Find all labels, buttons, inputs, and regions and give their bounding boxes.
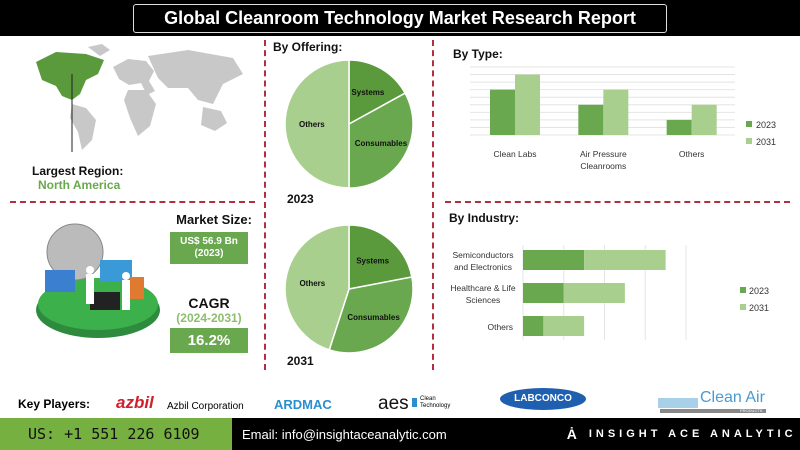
aes-diamond-icon [412, 398, 417, 407]
labconco-logo: LABCONCO [500, 388, 586, 410]
market-size-box: US$ 56.9 Bn (2023) [170, 232, 248, 264]
category-label: Air Pressure [580, 149, 627, 159]
bar-2023 [490, 89, 515, 135]
clean-air-products: PRODUCTS [740, 408, 763, 413]
bar-2031 [563, 283, 625, 303]
pie-label: Others [299, 120, 325, 129]
legend-label: 2031 [749, 303, 769, 313]
pie-slice-systems [348, 224, 413, 290]
pie-label: Consumables [355, 139, 408, 148]
type-bar-chart: Clean Labs Air Pressure Cleanrooms Others 20… [470, 66, 776, 171]
clean-air-wave-icon [658, 398, 698, 408]
divider [10, 201, 255, 203]
market-size-value: US$ 56.9 Bn [180, 236, 238, 247]
category-label: and Electronics [454, 262, 512, 272]
cagr-label: CAGR [188, 295, 230, 311]
phone-number: US: +1 551 226 6109 [0, 418, 232, 450]
largest-region-value: North America [38, 178, 121, 192]
email: Email: info@insightaceanalytic.com [242, 426, 447, 442]
largest-region-label: Largest Region: [32, 164, 124, 178]
industry-bar-chart: Semiconductors and Electronics Healthcare … [450, 245, 769, 340]
bar-2031 [691, 104, 717, 135]
legend-label: 2023 [749, 286, 769, 296]
bar-2031 [584, 250, 666, 270]
clean-air-bar [660, 409, 766, 413]
bar-2023 [578, 104, 604, 135]
market-size-year: (2023) [194, 248, 224, 259]
pie-caption-2023: 2023 [287, 192, 314, 206]
title-bar: Global Cleanroom Technology Market Resea… [0, 0, 800, 36]
cleanroom-illustration [36, 223, 160, 338]
pie-slice-others [285, 59, 350, 189]
pie-label: Consumables [347, 313, 400, 322]
bar-2031 [515, 74, 540, 135]
legend-swatch [740, 304, 746, 310]
category-label: Healthcare & Life [450, 283, 515, 293]
pie-label: Systems [351, 88, 384, 97]
category-label: Semiconductors [453, 250, 514, 260]
footer-bar: Email: info@insightaceanalytic.com Ȧ INS… [232, 418, 800, 450]
brand-icon: Ȧ [566, 426, 577, 442]
category-label: Others [487, 322, 513, 332]
offering-pie-2023: Systems Consumables Others [285, 59, 414, 189]
aes-tagline: Clean Technology [420, 396, 451, 409]
divider [432, 40, 434, 370]
clean-air-logo: Clean Air [700, 389, 765, 406]
pie-slice-consumables [328, 276, 414, 354]
bar-2023 [666, 119, 692, 135]
bar-2031 [603, 89, 629, 135]
pie-slice-systems [348, 59, 407, 126]
legend-swatch [746, 138, 752, 144]
type-title: By Type: [453, 47, 503, 61]
pie-slice-others [285, 224, 350, 351]
market-size-label: Market Size: [176, 212, 252, 227]
divider [445, 201, 790, 203]
industry-title: By Industry: [449, 211, 520, 225]
aes-logo: aes [378, 393, 409, 414]
pie-label: Others [299, 279, 325, 288]
ardmac-logo: ARDMAC [274, 397, 332, 412]
key-players-label: Key Players: [18, 397, 91, 411]
category-label: Sciences [466, 295, 501, 305]
cagr-value: 16.2% [170, 328, 248, 353]
legend-label: 2031 [756, 137, 776, 147]
pie-label: Systems [356, 256, 389, 265]
bar-2023 [523, 316, 544, 336]
legend-swatch [740, 287, 746, 293]
pie-caption-2031: 2031 [287, 354, 314, 368]
pie-slice-consumables [348, 92, 414, 189]
world-map [36, 44, 243, 152]
offering-pie-2031: Systems Consumables Others [285, 224, 414, 354]
azbil-logo: azbil [116, 393, 154, 412]
offering-title: By Offering: [273, 40, 343, 54]
divider [264, 40, 266, 370]
category-label: Others [679, 149, 705, 159]
azbil-name: Azbil Corporation [167, 401, 244, 412]
cagr-period: (2024-2031) [176, 311, 242, 325]
page-title: Global Cleanroom Technology Market Resea… [133, 3, 667, 33]
legend-label: 2023 [756, 120, 776, 130]
bar-2031 [543, 316, 585, 336]
brand-name: INSIGHT ACE ANALYTIC [588, 428, 797, 440]
bar-2023 [523, 283, 564, 303]
category-label: Cleanrooms [580, 161, 626, 171]
category-label: Clean Labs [493, 149, 536, 159]
legend-swatch [746, 121, 752, 127]
bar-2023 [523, 250, 585, 270]
